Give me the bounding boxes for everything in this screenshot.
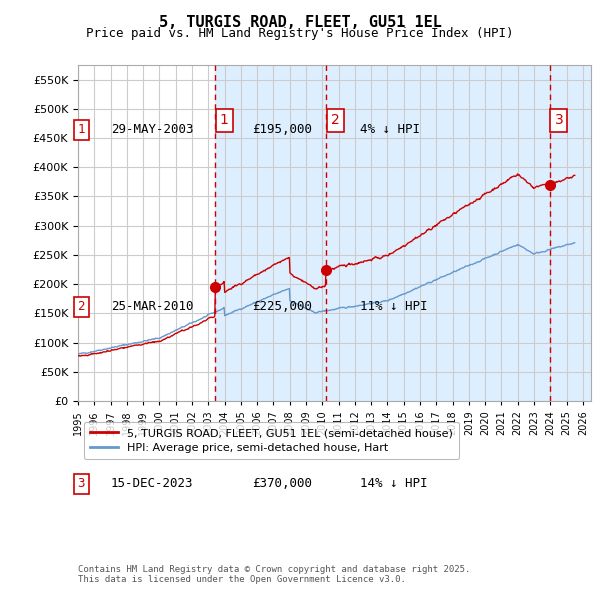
Text: 11% ↓ HPI: 11% ↓ HPI xyxy=(360,300,427,313)
Text: Price paid vs. HM Land Registry's House Price Index (HPI): Price paid vs. HM Land Registry's House … xyxy=(86,27,514,40)
Text: 3: 3 xyxy=(554,113,563,127)
Text: 1: 1 xyxy=(220,113,229,127)
Text: 29-MAY-2003: 29-MAY-2003 xyxy=(111,123,193,136)
Text: 2: 2 xyxy=(331,113,340,127)
Text: 25-MAR-2010: 25-MAR-2010 xyxy=(111,300,193,313)
Text: Contains HM Land Registry data © Crown copyright and database right 2025.
This d: Contains HM Land Registry data © Crown c… xyxy=(78,565,470,584)
Text: £225,000: £225,000 xyxy=(252,300,312,313)
Text: £370,000: £370,000 xyxy=(252,477,312,490)
Text: 2: 2 xyxy=(77,300,85,313)
Text: 5, TURGIS ROAD, FLEET, GU51 1EL: 5, TURGIS ROAD, FLEET, GU51 1EL xyxy=(158,15,442,30)
Text: 1: 1 xyxy=(77,123,85,136)
Text: 4% ↓ HPI: 4% ↓ HPI xyxy=(360,123,420,136)
Bar xyxy=(550,65,591,401)
Text: 15-DEC-2023: 15-DEC-2023 xyxy=(111,477,193,490)
Bar xyxy=(215,65,326,401)
Text: 14% ↓ HPI: 14% ↓ HPI xyxy=(360,477,427,490)
Legend: 5, TURGIS ROAD, FLEET, GU51 1EL (semi-detached house), HPI: Average price, semi-: 5, TURGIS ROAD, FLEET, GU51 1EL (semi-de… xyxy=(83,421,460,459)
Text: £195,000: £195,000 xyxy=(252,123,312,136)
Bar xyxy=(326,65,550,401)
Text: 3: 3 xyxy=(77,477,85,490)
